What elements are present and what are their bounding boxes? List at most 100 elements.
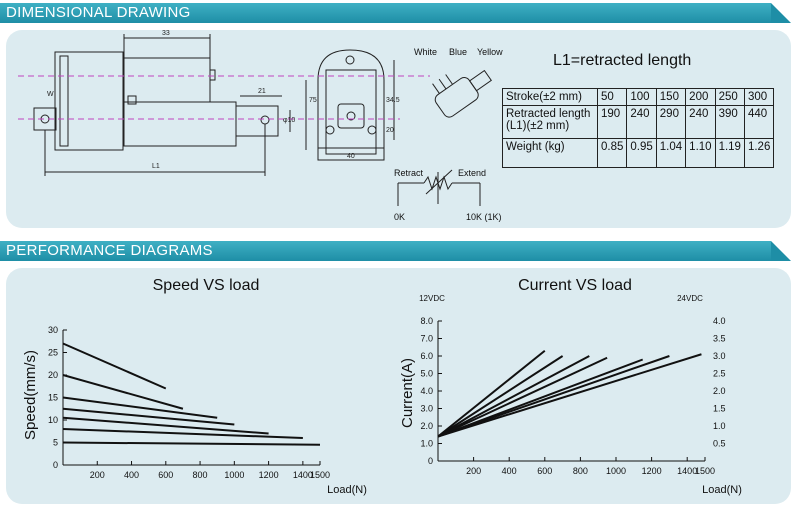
y-tick-label: 4.0: [420, 386, 433, 396]
section-header-dimensional: DIMENSIONAL DRAWING: [0, 3, 791, 23]
table-row: Weight (kg) 0.85 0.95 1.04 1.10 1.19 1.2…: [502, 138, 775, 168]
pot-0k-label: 0K: [394, 212, 405, 222]
x-tick-label: 200: [466, 466, 481, 476]
spec-table: Stroke(±2 mm) 50 100 150 200 250 300 Ret…: [502, 88, 775, 168]
dim-l1-label: L1: [152, 163, 160, 170]
series-line-6: [62, 428, 303, 439]
table-cell: 290: [655, 105, 687, 139]
x-tick-label: 400: [502, 466, 517, 476]
y-right-tick-label: 0.5: [713, 439, 726, 449]
dim-40-label: 40: [347, 153, 355, 160]
y-tick-label: 25: [48, 348, 58, 358]
end-view-outline: [317, 49, 385, 161]
inner-tube: [235, 105, 279, 137]
series-line-6: [437, 355, 670, 438]
dim-75-label: 75: [309, 97, 317, 104]
x-tick-label: 1200: [642, 466, 662, 476]
table-cell: 0.85: [596, 138, 628, 168]
current-chart-title: Current VS load: [518, 277, 632, 294]
y-tick-label: 20: [48, 370, 58, 380]
series-line-7: [62, 441, 321, 446]
y-tick-label: 15: [48, 393, 58, 403]
y-tick-label: 3.0: [420, 404, 433, 414]
speed-chart-ylabel: Speed(mm/s): [22, 350, 39, 440]
table-row-label: Weight (kg): [502, 138, 598, 168]
x-tick-label: 200: [90, 470, 105, 480]
housing-tube: [123, 101, 237, 147]
y-tick-label: 0: [428, 456, 433, 466]
table-row: Retracted length (L1)(±2 mm) 190 240 290…: [502, 105, 775, 139]
x-tick-label: 1000: [606, 466, 626, 476]
y-tick-label: 6.0: [420, 351, 433, 361]
front-mount-hole: [260, 115, 270, 125]
table-cell: 190: [596, 105, 628, 139]
x-tick-label: 800: [573, 466, 588, 476]
y-tick-label: 8.0: [420, 316, 433, 326]
wire-blue-label: Blue: [449, 47, 467, 57]
x-tick-label: 1400: [293, 470, 313, 480]
series-line-1: [62, 342, 167, 390]
x-tick-label: 1500: [695, 466, 715, 476]
series-line-2: [437, 355, 564, 438]
table-cell: 0.95: [626, 138, 657, 168]
y-right-tick-label: 1.0: [713, 421, 726, 431]
pot-10k-label: 10K (1K): [466, 212, 502, 222]
motor-rear-cap: [123, 57, 211, 103]
x-tick-label: 1000: [224, 470, 244, 480]
table-cell: 240: [626, 105, 657, 139]
pot-schematic: [397, 169, 481, 206]
current-chart: Current VS load 12VDC 24VDC Current(A) L…: [399, 277, 742, 496]
wire-yellow-label: Yellow: [477, 47, 503, 57]
series-line-7: [437, 353, 702, 438]
motor-body: [54, 51, 124, 151]
table-cell: 1.26: [743, 138, 775, 168]
series-line-5: [62, 416, 269, 435]
section-header-performance: PERFORMANCE DIAGRAMS: [0, 241, 791, 261]
table-cell: 240: [685, 105, 716, 139]
dim-w-label: W: [47, 91, 54, 98]
pot-extend-label: Extend: [458, 168, 486, 178]
table-cell: 1.19: [714, 138, 745, 168]
x-tick-label: 400: [124, 470, 139, 480]
table-row-label: Stroke(±2 mm): [502, 88, 598, 106]
table-title: L1=retracted length: [553, 52, 692, 69]
table-cell: 200: [685, 88, 716, 106]
table-cell: 150: [655, 88, 687, 106]
y-tick-label: 1.0: [420, 439, 433, 449]
table-cell: 440: [743, 105, 775, 139]
x-tick-label: 1400: [677, 466, 697, 476]
dimensional-drawing: 33 W 21 φ10 75 34.5 20 40 L1 White Blue …: [18, 30, 503, 222]
table-row: Stroke(±2 mm) 50 100 150 200 250 300: [502, 88, 775, 106]
series-line-2: [62, 374, 184, 410]
dim-33-label: 33: [162, 30, 170, 37]
y-right-tick-label: 2.0: [713, 386, 726, 396]
series-line-4: [437, 356, 608, 438]
x-tick-label: 600: [158, 470, 173, 480]
y-right-tick-label: 3.5: [713, 334, 726, 344]
y-tick-label: 5.0: [420, 369, 433, 379]
current-chart-ylabel: Current(A): [399, 358, 416, 428]
y-right-tick-label: 3.0: [713, 351, 726, 361]
potentiometer: [432, 69, 492, 118]
x-tick-label: 1200: [259, 470, 279, 480]
gearbox: [59, 55, 69, 147]
y-right-tick-label: 1.5: [713, 404, 726, 414]
y-tick-label: 0: [53, 460, 58, 470]
speed-chart-title: Speed VS load: [153, 277, 260, 294]
y-right-tick-label: 2.5: [713, 369, 726, 379]
series-line-3: [62, 396, 218, 419]
y-tick-label: 10: [48, 415, 58, 425]
y-tick-label: 5: [53, 438, 58, 448]
table-cell: 1.10: [685, 138, 716, 168]
table-cell: 100: [626, 88, 657, 106]
series-line-4: [62, 407, 235, 426]
table-row-label: Retracted length (L1)(±2 mm): [502, 105, 598, 139]
speed-chart-xlabel: Load(N): [327, 484, 367, 496]
y-right-tick-label: 4.0: [713, 316, 726, 326]
series-line-1: [437, 349, 546, 438]
right-axis-label: 24VDC: [677, 294, 703, 303]
x-tick-label: 800: [193, 470, 208, 480]
table-cell: 390: [714, 105, 745, 139]
current-chart-xlabel: Load(N): [702, 484, 742, 496]
end-view-inner: [325, 69, 377, 155]
